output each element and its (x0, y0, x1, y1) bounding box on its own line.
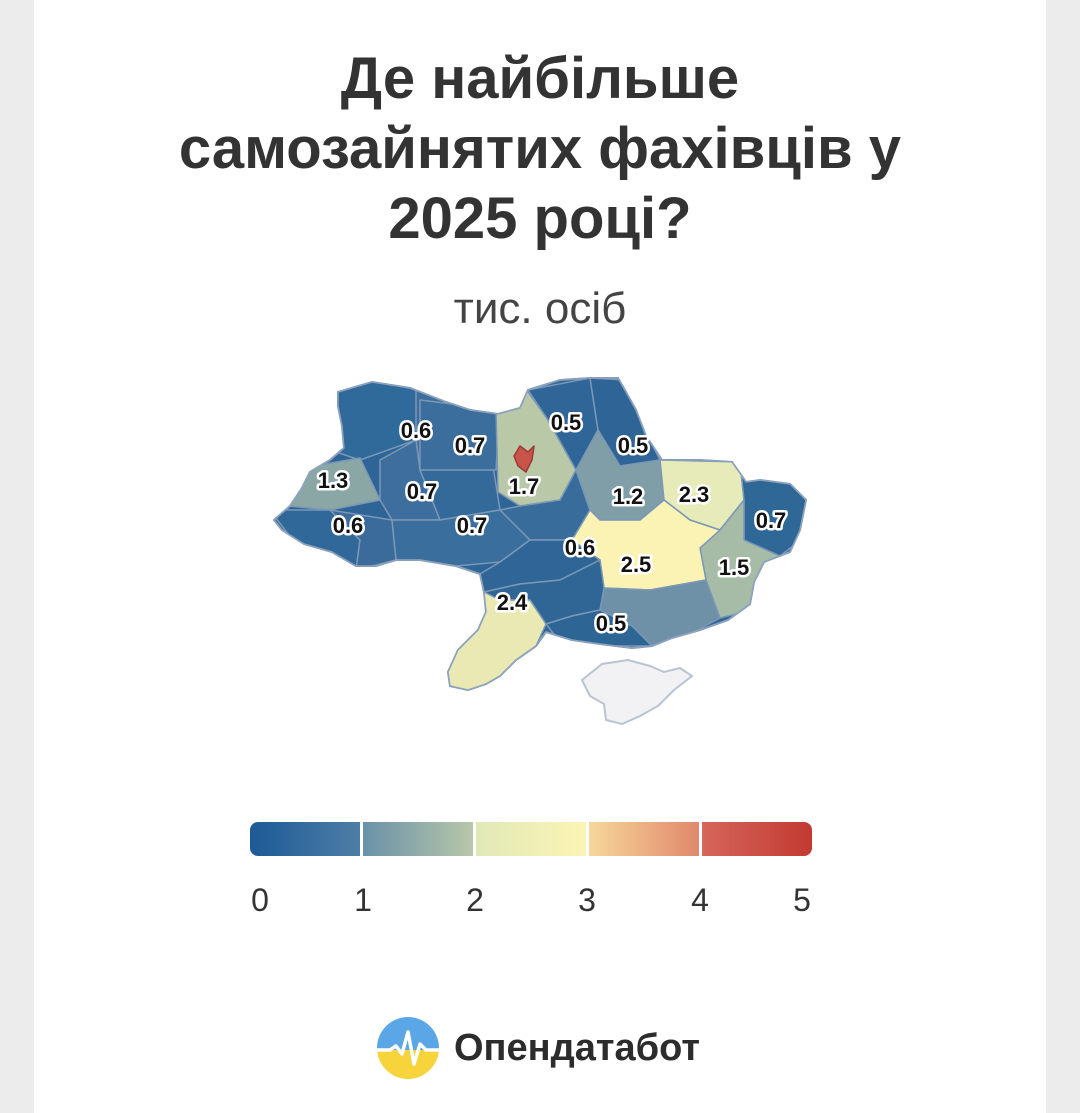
title-line-1: Де найбільше (340, 46, 740, 111)
legend-segment-0-1 (250, 822, 360, 856)
map-value-label: 1.2 (613, 484, 644, 509)
map-value-label: 0.6 (401, 418, 432, 443)
map-value-label: 1.5 (719, 555, 750, 580)
region-ivano-frank (329, 509, 397, 571)
crimea-region (580, 658, 694, 726)
map-value-label: 2.5 (621, 552, 652, 577)
legend-tick-label: 3 (578, 882, 596, 918)
color-scale-legend (250, 822, 812, 856)
ukraine-regions-map: 0.6 0.7 0.5 0.5 1.3 0.7 1.7 1.2 2.3 0.6 … (273, 377, 807, 726)
page-title: Де найбільше самозайнятих фахівців у 202… (0, 44, 1080, 254)
map-value-label: 0.5 (596, 611, 627, 636)
brand-name: Опендатабот (454, 1026, 700, 1069)
legend-segment-4-5 (699, 822, 812, 856)
units-subtitle: тис. осіб (453, 284, 627, 333)
map-value-label: 1.7 (509, 474, 540, 499)
map-value-label: 0.7 (457, 513, 488, 538)
legend-tick-label: 5 (793, 882, 811, 918)
legend-segment-2-3 (473, 822, 586, 856)
region-kyiv-city (513, 445, 535, 473)
legend-tick-label: 1 (354, 882, 372, 918)
legend-segment-3-4 (586, 822, 699, 856)
map-value-label: 2.4 (497, 590, 528, 615)
map-value-label: 0.6 (565, 535, 596, 560)
map-value-label: 0.5 (551, 410, 582, 435)
legend-tick-label: 4 (691, 882, 709, 918)
map-value-label: 0.7 (407, 479, 438, 504)
legend-segment-1-2 (360, 822, 473, 856)
map-value-label: 0.7 (756, 508, 787, 533)
map-value-label: 0.6 (333, 513, 364, 538)
title-line-3: 2025 році? (388, 186, 692, 251)
region-value-labels: 0.6 0.7 0.5 0.5 1.3 0.7 1.7 1.2 2.3 0.6 … (315, 408, 789, 639)
legend-tick-label: 0 (251, 882, 269, 918)
map-value-label: 1.3 (318, 468, 349, 493)
map-value-label: 0.5 (618, 433, 649, 458)
map-value-label: 0.7 (455, 433, 486, 458)
brand-footer: Опендатабот (376, 1016, 700, 1080)
opendatabot-logo-icon (377, 1017, 439, 1079)
legend-tick-label: 2 (466, 882, 484, 918)
title-line-2: самозайнятих фахівців у (178, 116, 902, 181)
map-value-label: 2.3 (679, 482, 710, 507)
